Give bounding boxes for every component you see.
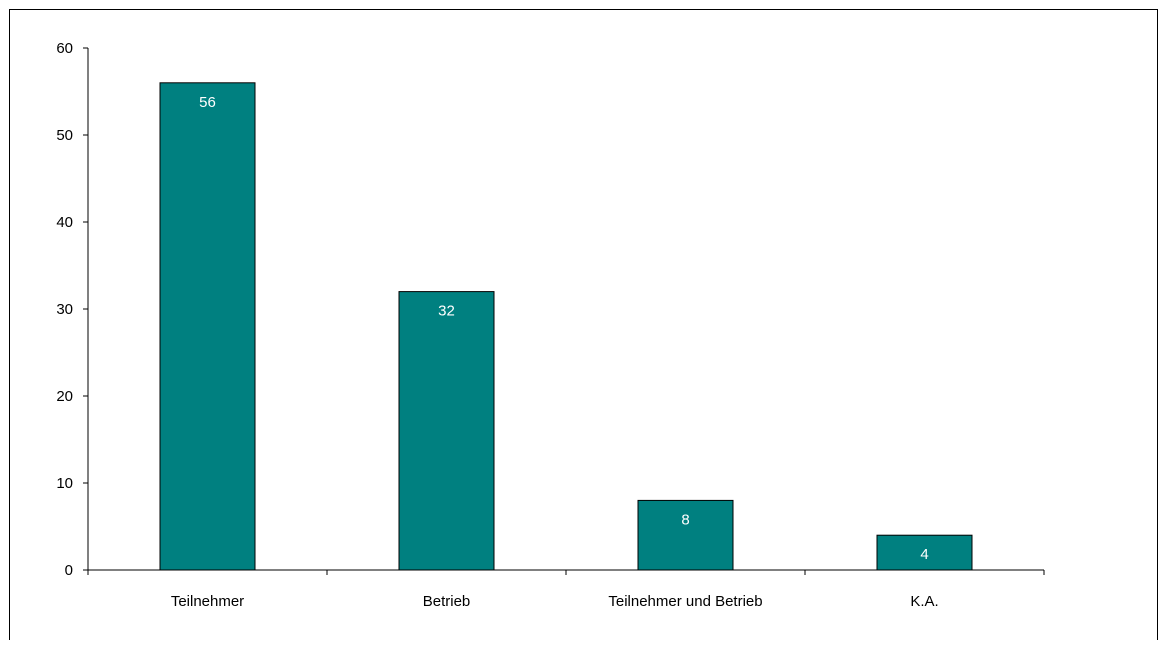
y-tick-label: 40 [56, 214, 73, 231]
bar [159, 82, 256, 571]
data-label: 4 [920, 546, 928, 563]
x-category-label: K.A. [910, 593, 938, 610]
bar [876, 534, 973, 571]
y-tick-label: 60 [56, 40, 73, 57]
bar [398, 291, 495, 571]
y-tick-label: 20 [56, 388, 73, 405]
y-tick-label: 50 [56, 127, 73, 144]
y-tick-label: 30 [56, 301, 73, 318]
y-tick-label: 10 [56, 475, 73, 492]
x-category-label: Teilnehmer und Betrieb [608, 593, 762, 610]
bar [637, 499, 734, 571]
data-label: 8 [681, 511, 689, 528]
data-label: 56 [199, 94, 216, 111]
x-category-label: Teilnehmer [171, 593, 244, 610]
x-category-label: Betrieb [423, 593, 471, 610]
y-tick-label: 0 [65, 562, 73, 579]
data-label: 32 [438, 303, 455, 320]
